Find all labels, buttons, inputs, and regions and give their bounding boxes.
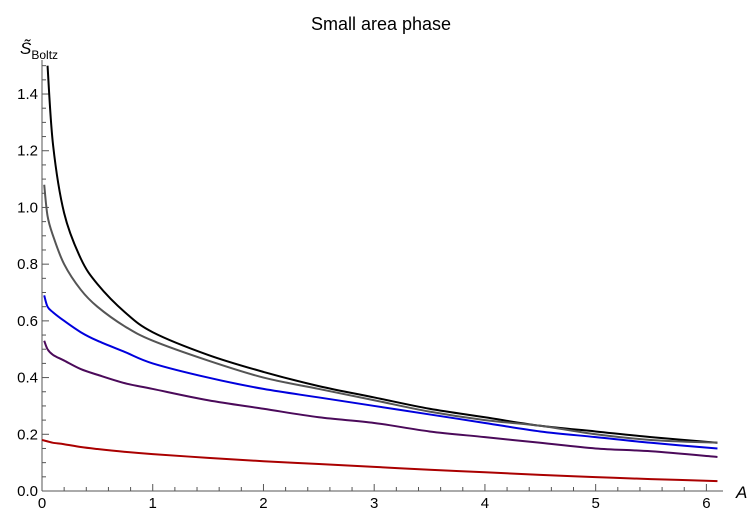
y-tick-label: 1.0 xyxy=(17,199,38,216)
x-tick-label: 6 xyxy=(702,495,710,510)
series-gray-line xyxy=(43,184,718,444)
y-tick-label: 0.0 xyxy=(17,483,38,500)
x-tick-label: 3 xyxy=(370,495,378,510)
y-tick-label: 1.2 xyxy=(17,143,38,160)
series-black-line xyxy=(46,65,718,444)
y-axis-label-main: S̃ xyxy=(20,38,32,58)
x-tick-label: 5 xyxy=(591,495,599,510)
y-tick-label: 1.4 xyxy=(17,86,38,103)
series-blue-line xyxy=(43,295,718,450)
y-axis-label-sub: Boltz xyxy=(31,48,58,62)
x-tick-label: 4 xyxy=(481,495,489,510)
x-tick-label: 2 xyxy=(259,495,267,510)
y-tick-label: 0.8 xyxy=(17,256,38,273)
ticks: 0 1 2 3 4 5 6 0.0 0.2 0.4 0.6 0.8 1.0 1.2 1.4 xyxy=(17,65,711,510)
series-purple-line xyxy=(43,340,718,458)
y-tick-label: 0.2 xyxy=(17,426,38,443)
y-tick-label: 0.4 xyxy=(17,370,38,387)
series-group xyxy=(41,65,718,483)
axes xyxy=(41,60,723,492)
x-axis-label: A xyxy=(735,483,747,502)
series-red-line xyxy=(41,438,718,483)
x-tick-label: 1 xyxy=(149,495,157,510)
y-axis-label: S̃Boltz xyxy=(20,38,58,62)
y-tick-label: 0.6 xyxy=(17,313,38,330)
x-tick-label: 0 xyxy=(38,495,46,510)
chart-title: Small area phase xyxy=(311,14,451,34)
